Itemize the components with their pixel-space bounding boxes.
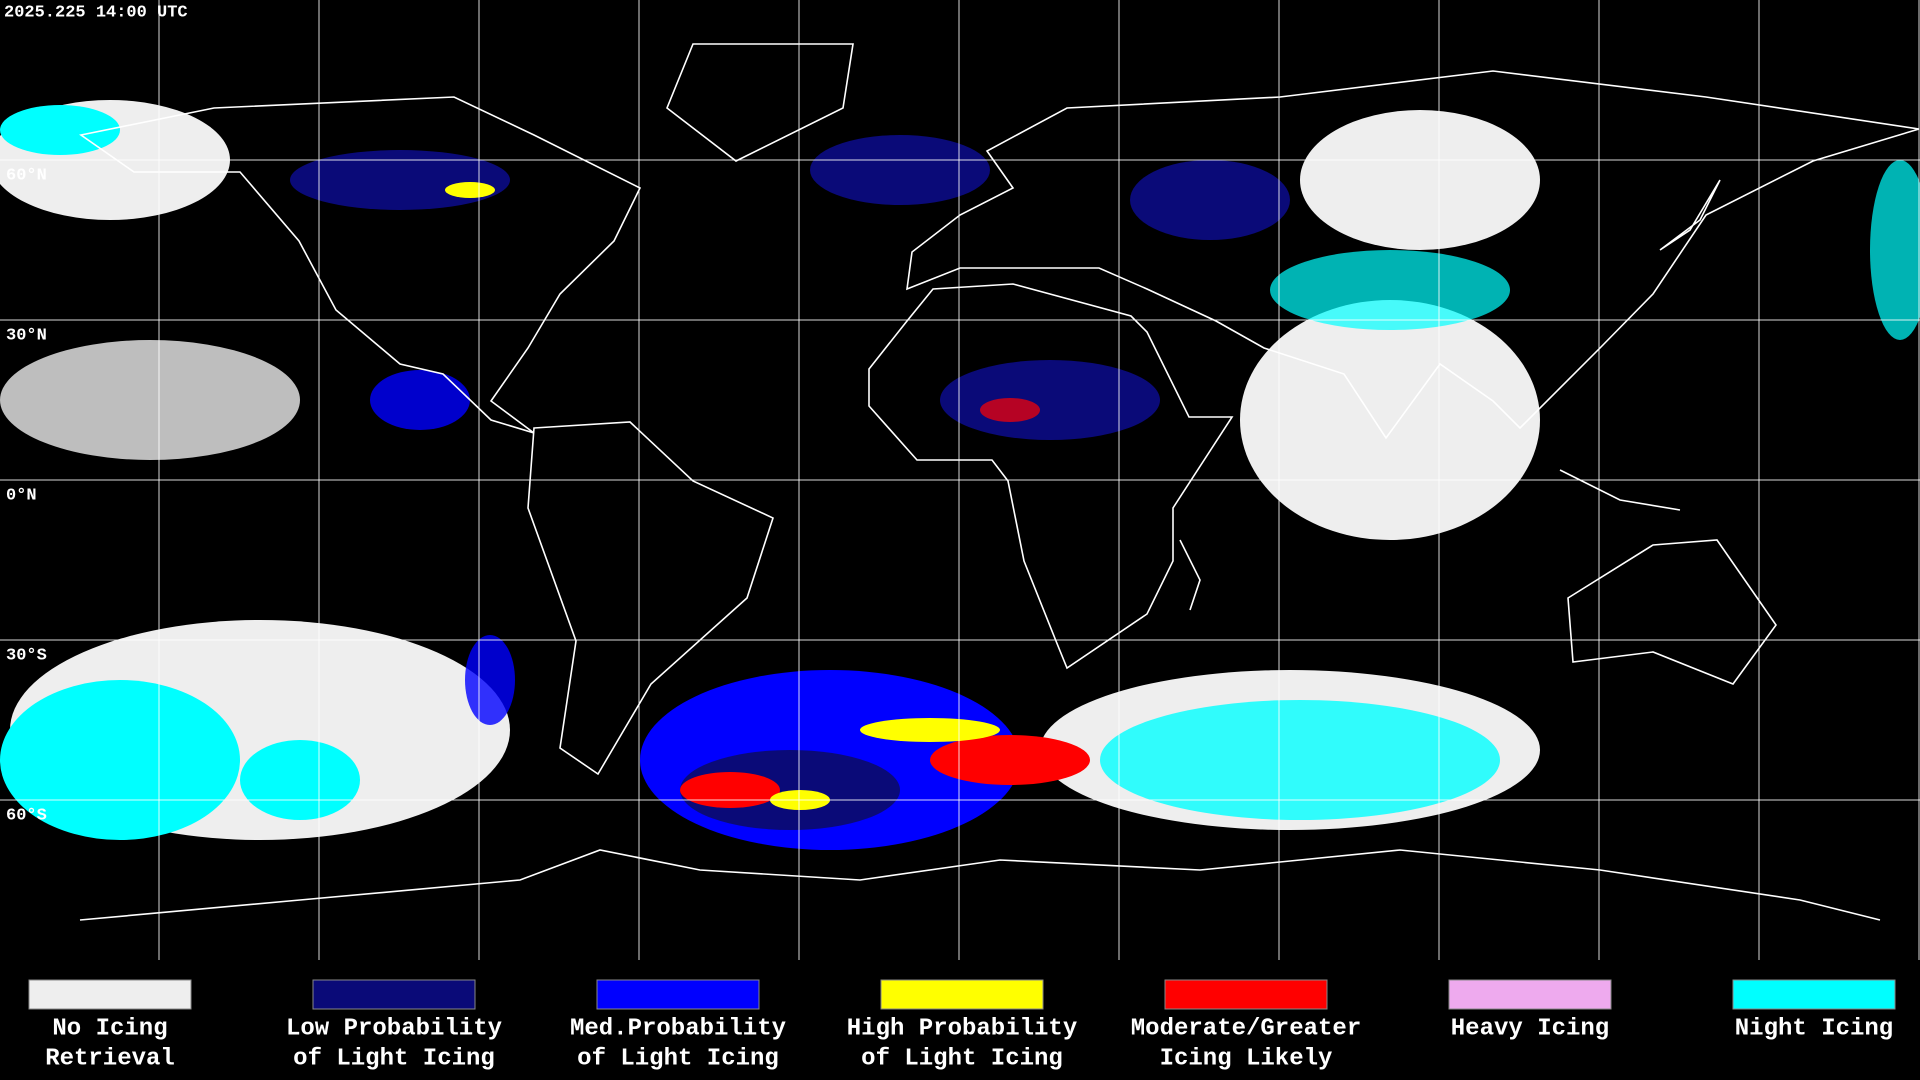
latitude-label: 0°N bbox=[6, 486, 37, 505]
coastline bbox=[666, 43, 854, 162]
legend-label: Icing Likely bbox=[1160, 1045, 1333, 1072]
coastline bbox=[868, 283, 1234, 670]
night-icing-area bbox=[1870, 160, 1920, 340]
latitude-label: 60°S bbox=[6, 806, 47, 825]
legend-label: Night Icing bbox=[1735, 1015, 1893, 1042]
med-probability-area bbox=[370, 370, 470, 430]
legend-label: Moderate/Greater bbox=[1131, 1015, 1361, 1042]
legend-label: of Light Icing bbox=[577, 1045, 779, 1072]
low-probability-area bbox=[1130, 160, 1290, 240]
low-probability-area bbox=[810, 135, 990, 205]
legend-swatch bbox=[1732, 979, 1896, 1010]
legend-swatch bbox=[312, 979, 476, 1010]
legend-label: of Light Icing bbox=[861, 1045, 1063, 1072]
no-icing-area bbox=[0, 340, 300, 460]
night-icing-area bbox=[1270, 250, 1510, 330]
coastline bbox=[906, 70, 1920, 440]
legend-label: Low Probability bbox=[286, 1015, 502, 1042]
legend-label: Heavy Icing bbox=[1451, 1015, 1609, 1042]
legend: No Icing Retrieval Low Probability of Light… bbox=[28, 979, 1896, 1072]
legend-label: Med.Probability bbox=[570, 1015, 786, 1042]
moderate-area bbox=[680, 772, 780, 808]
high-probability-area bbox=[445, 182, 495, 198]
latitude-label: 30°N bbox=[6, 326, 47, 345]
timestamp: 2025.225 14:00 UTC bbox=[4, 3, 188, 22]
legend-label: No Icing bbox=[52, 1015, 167, 1042]
legend-label: of Light Icing bbox=[293, 1045, 495, 1072]
moderate-area bbox=[980, 398, 1040, 422]
coastline bbox=[1567, 539, 1777, 685]
coastline bbox=[527, 421, 774, 776]
night-icing-area bbox=[240, 740, 360, 820]
low-probability-area bbox=[940, 360, 1160, 440]
moderate-area bbox=[930, 735, 1090, 785]
night-icing-area bbox=[1100, 700, 1500, 820]
legend-swatch bbox=[880, 979, 1044, 1010]
latitude-label: 30°S bbox=[6, 646, 47, 665]
low-probability-area bbox=[680, 750, 900, 830]
graticule: 60°N 30°N 0°N 30°S 60°S bbox=[0, 0, 1920, 960]
coastline bbox=[79, 96, 642, 434]
latitude-label: 60°N bbox=[6, 166, 47, 185]
legend-swatch bbox=[1164, 979, 1328, 1010]
legend-swatch bbox=[28, 979, 192, 1010]
legend-swatch bbox=[596, 979, 760, 1010]
low-probability-area bbox=[290, 150, 510, 210]
night-icing-area bbox=[0, 105, 120, 155]
no-icing-area bbox=[1300, 110, 1540, 250]
legend-label: Retrieval bbox=[45, 1045, 175, 1072]
med-probability-area bbox=[465, 635, 515, 725]
legend-swatch bbox=[1448, 979, 1612, 1010]
legend-label: High Probability bbox=[847, 1015, 1077, 1042]
no-icing-area bbox=[1240, 300, 1540, 540]
coastline bbox=[79, 849, 1881, 921]
high-probability-area bbox=[860, 718, 1000, 742]
coastlines bbox=[79, 43, 1920, 921]
